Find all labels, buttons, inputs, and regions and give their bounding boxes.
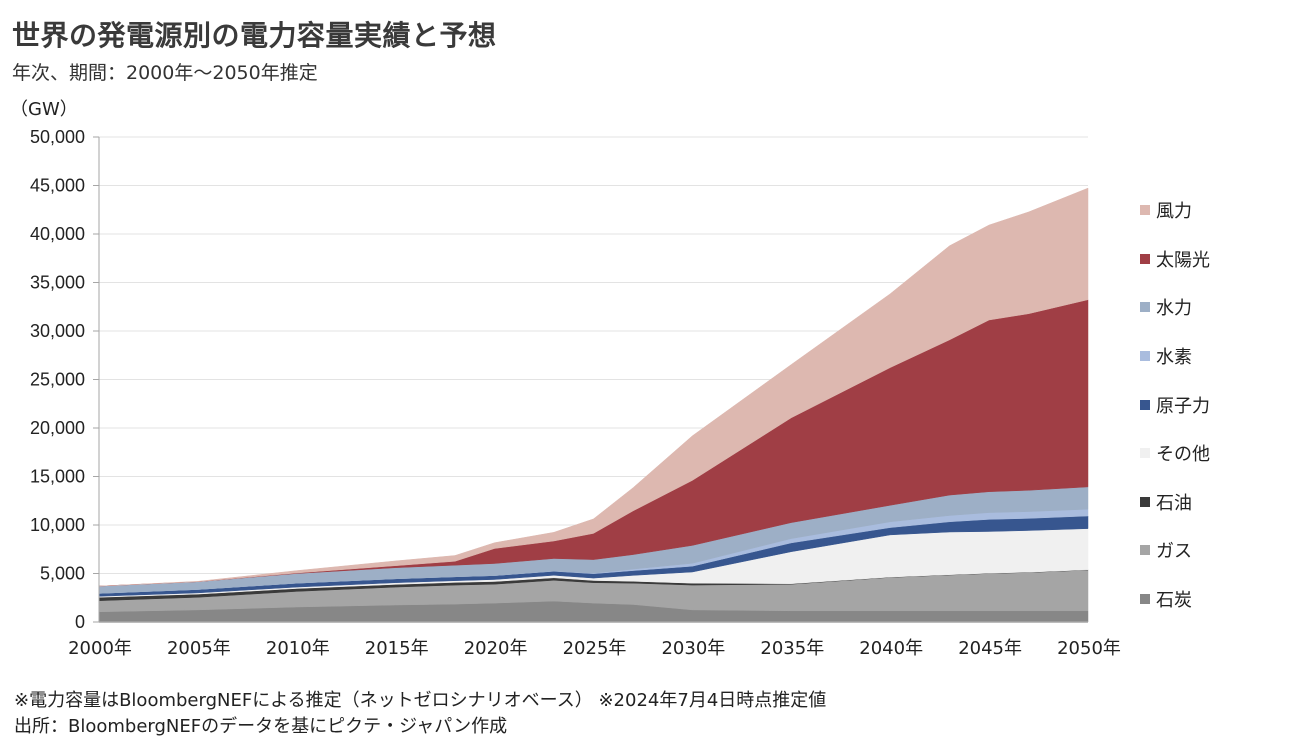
- legend-item: その他: [1140, 429, 1210, 478]
- legend-label: その他: [1156, 444, 1210, 466]
- y-tick-label: 35,000: [30, 273, 85, 293]
- y-tick-label: 15,000: [30, 467, 85, 487]
- legend-swatch: [1140, 205, 1150, 216]
- legend-swatch: [1140, 302, 1150, 313]
- x-tick-label: 2035年: [760, 638, 824, 659]
- chart-subtitle: 年次、期間：2000年～2050年推定: [12, 62, 318, 84]
- legend-swatch: [1140, 351, 1150, 362]
- y-tick-label: 30,000: [30, 321, 85, 341]
- footnote-source: 出所：BloombergNEFのデータを基にピクテ・ジャパン作成: [14, 716, 508, 737]
- y-tick-label: 40,000: [30, 224, 85, 244]
- legend-swatch: [1140, 496, 1150, 507]
- x-tick-label: 2030年: [661, 638, 725, 659]
- legend-swatch: [1140, 545, 1150, 556]
- x-tick-labels: 2000年 2005年 2010年 2015年 2020年 2025年 2030年 2035年…: [68, 638, 1121, 659]
- legend-label: 風力: [1156, 201, 1192, 223]
- legend-item: 水素: [1140, 332, 1210, 381]
- x-tick-label: 2005年: [167, 638, 231, 659]
- x-tick-label: 2040年: [859, 638, 923, 659]
- legend-label: 石油: [1156, 492, 1192, 514]
- legend-swatch: [1140, 253, 1150, 264]
- legend-label: 水力: [1156, 298, 1192, 320]
- y-tick-label: 0: [75, 612, 85, 632]
- y-tick-label: 20,000: [30, 418, 85, 438]
- x-tick-label: 2000年: [68, 638, 132, 659]
- footnote-method: ※電力容量はBloombergNEFによる推定（ネットゼロシナリオベース） ※2…: [14, 690, 827, 711]
- y-tick-label: 10,000: [30, 515, 85, 535]
- x-tick-label: 2050年: [1057, 638, 1121, 659]
- legend-label: 太陽光: [1156, 249, 1210, 271]
- area-風力: [98, 187, 1089, 587]
- legend-swatch: [1140, 594, 1150, 605]
- legend-item: 太陽光: [1140, 235, 1210, 284]
- chart-title: 世界の発電源別の電力容量実績と予想: [12, 19, 497, 52]
- x-tick-label: 2015年: [365, 638, 429, 659]
- legend-item: 水力: [1140, 283, 1210, 332]
- x-tick-label: 2020年: [464, 638, 528, 659]
- legend-item: 風力: [1140, 186, 1210, 235]
- legend-label: 原子力: [1156, 395, 1210, 417]
- x-tick-label: 2010年: [266, 638, 330, 659]
- legend-item: 石油: [1140, 478, 1210, 527]
- footnotes: ※電力容量はBloombergNEFによる推定（ネットゼロシナリオベース） ※2…: [14, 688, 826, 740]
- y-tick-label: 45,000: [30, 176, 85, 196]
- y-tick-labels: 0 5,000 10,000 15,000 20,000 25,000 30,000 35,0…: [30, 127, 85, 632]
- legend-label: 石炭: [1156, 590, 1192, 612]
- legend-label: 水素: [1156, 347, 1192, 369]
- y-tick-label: 50,000: [30, 127, 85, 147]
- x-tick-label: 2025年: [563, 638, 627, 659]
- legend-item: 原子力: [1140, 380, 1210, 429]
- y-tick-label: 25,000: [30, 370, 85, 390]
- y-axis-unit-label: （GW）: [10, 99, 78, 120]
- axes: [93, 136, 1088, 623]
- legend-label: ガス: [1156, 541, 1192, 563]
- legend-swatch: [1140, 399, 1150, 410]
- legend-item: 石炭: [1140, 575, 1210, 624]
- y-tick-label: 5,000: [40, 564, 85, 584]
- legend-item: ガス: [1140, 526, 1210, 575]
- area-series: [98, 187, 1089, 623]
- legend-swatch: [1140, 448, 1150, 459]
- x-tick-label: 2045年: [958, 638, 1022, 659]
- legend: 風力太陽光水力水素原子力その他石油ガス石炭: [1140, 186, 1210, 623]
